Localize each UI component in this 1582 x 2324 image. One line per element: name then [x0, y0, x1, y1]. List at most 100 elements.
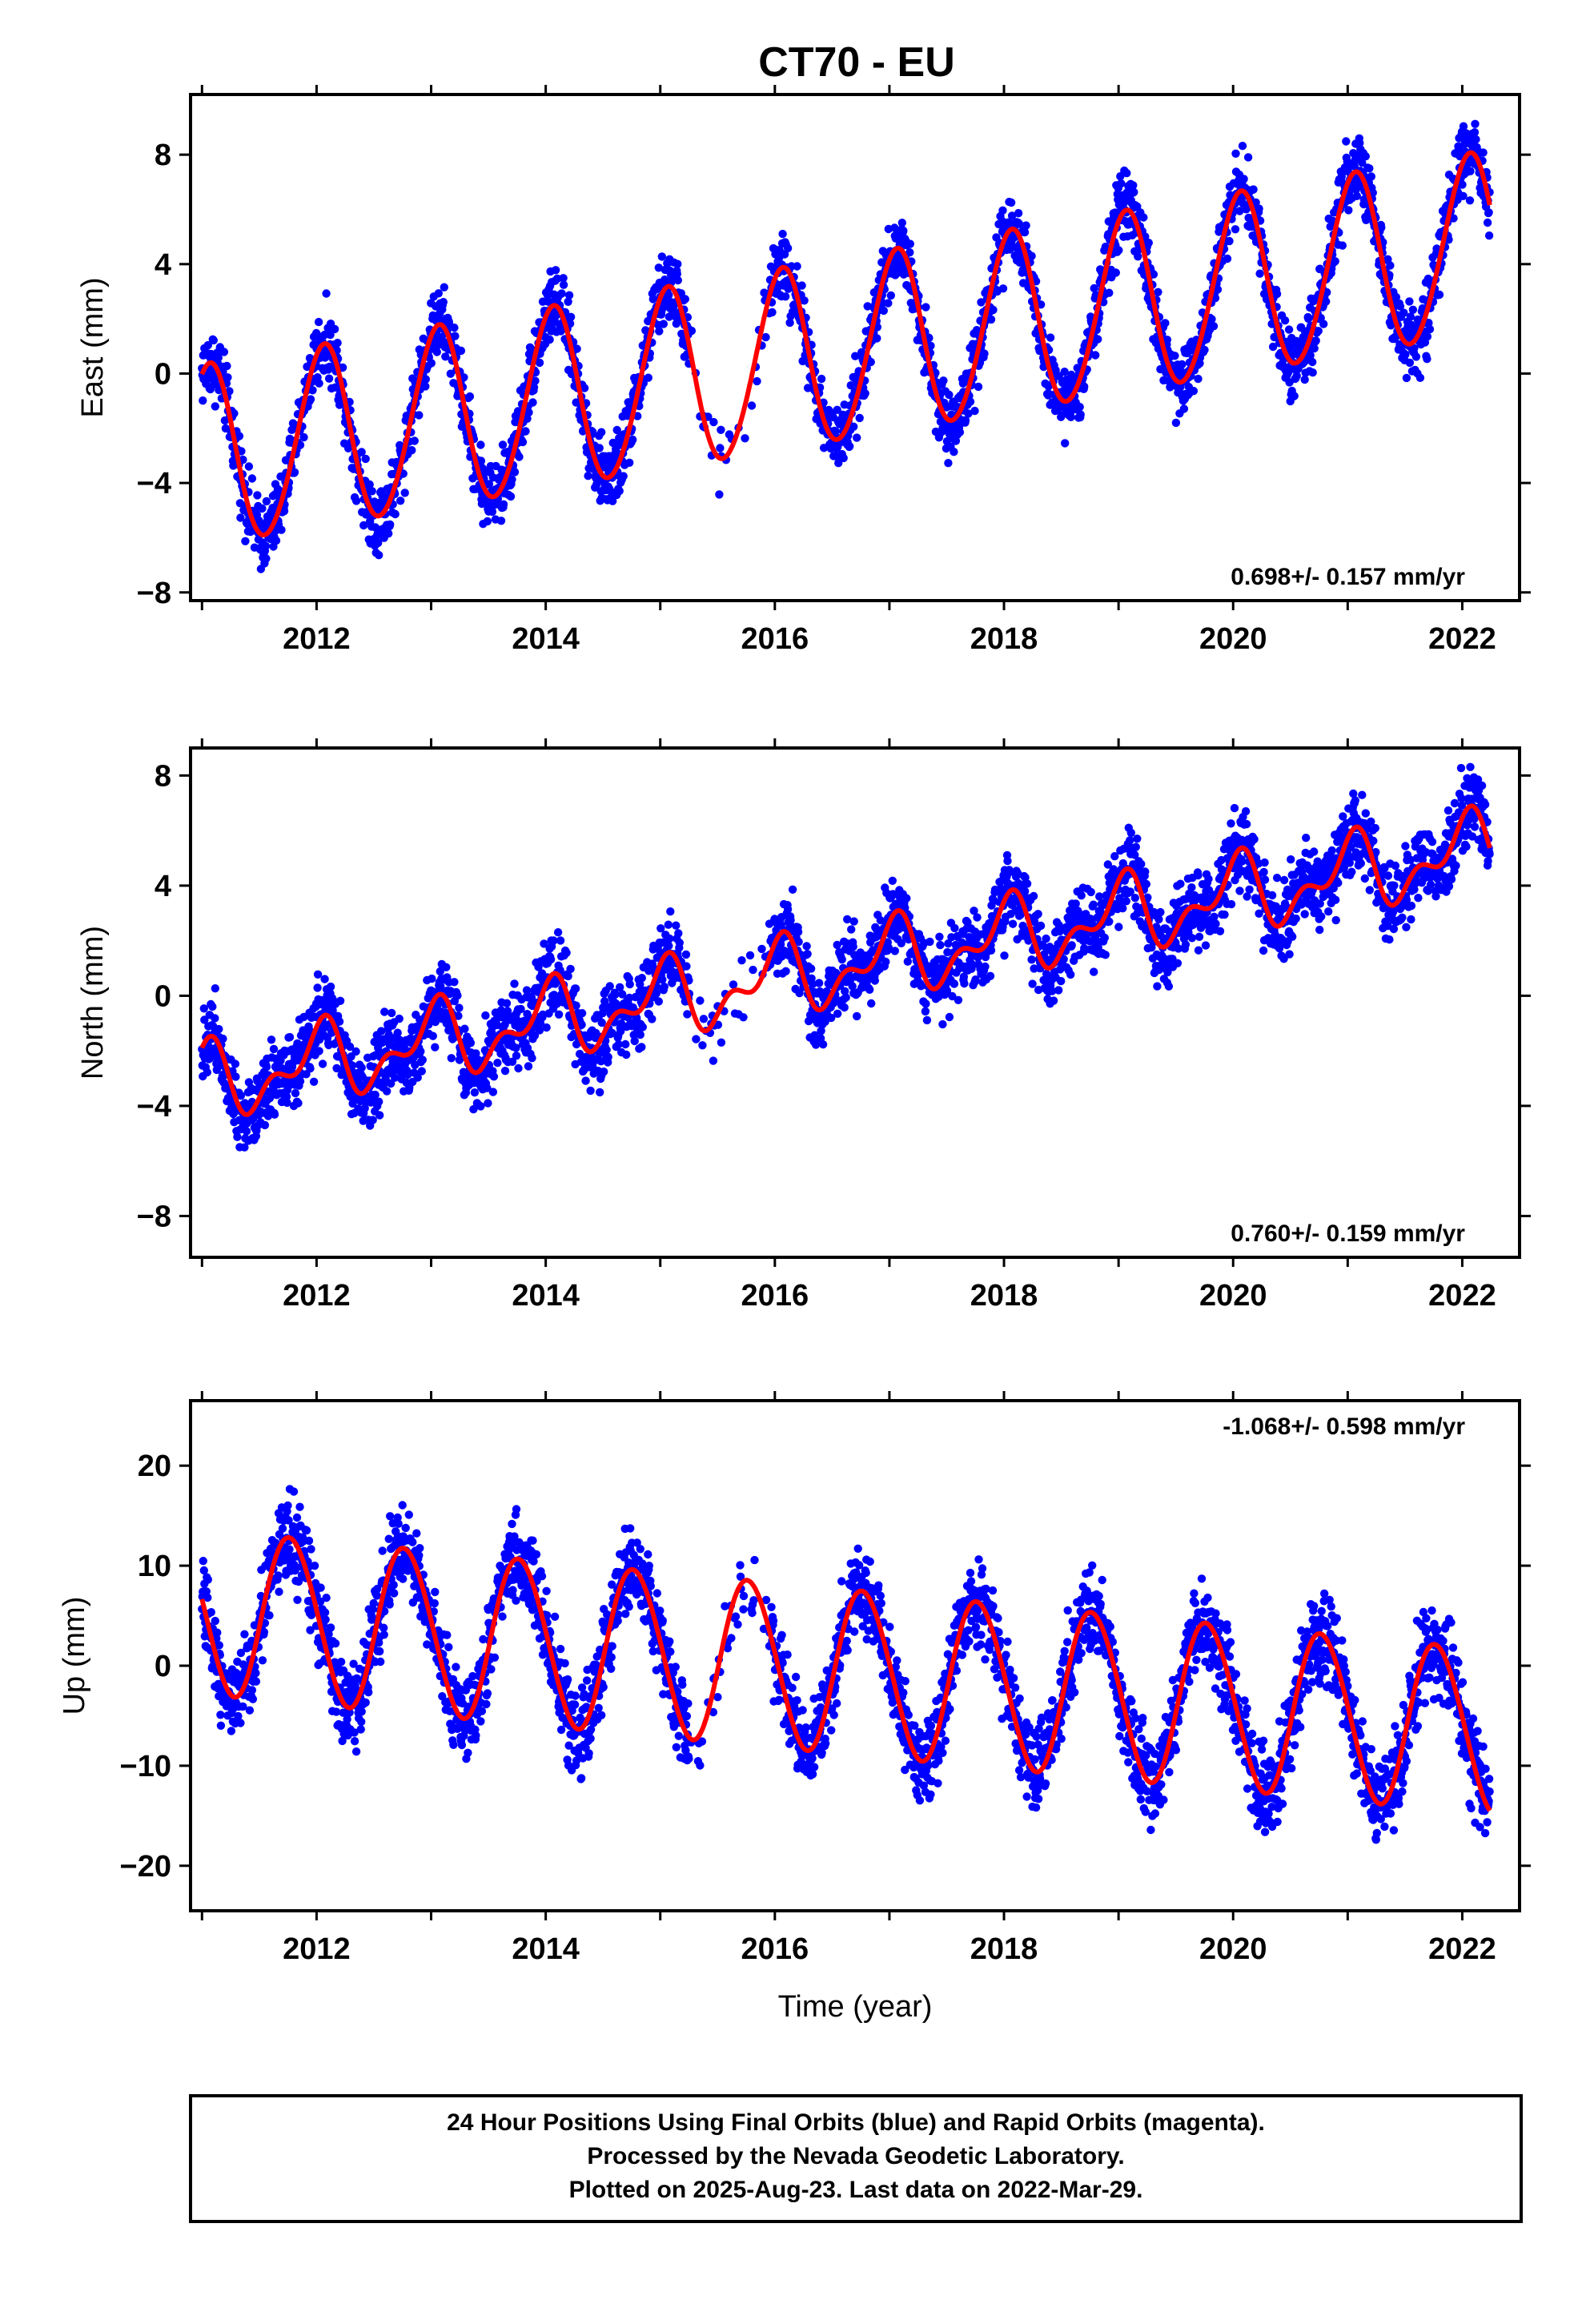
- data-point: [612, 425, 621, 435]
- data-point: [450, 978, 459, 987]
- data-point: [1178, 360, 1186, 369]
- data-point: [665, 291, 673, 300]
- data-point: [1361, 152, 1371, 161]
- x-tick-label: 2020: [1199, 622, 1267, 656]
- data-point: [1423, 332, 1432, 341]
- data-point: [1013, 869, 1022, 878]
- data-point: [460, 1024, 469, 1033]
- data-point: [556, 936, 565, 945]
- data-point: [282, 1092, 291, 1101]
- data-point: [1170, 352, 1179, 360]
- data-point: [315, 1047, 323, 1055]
- data-point: [867, 999, 876, 1008]
- data-point: [415, 411, 424, 420]
- data-point: [214, 353, 223, 362]
- data-point: [233, 1132, 242, 1141]
- data-point: [279, 507, 289, 516]
- data-point: [566, 312, 576, 321]
- data-point: [1014, 209, 1023, 218]
- data-point: [393, 1028, 402, 1037]
- data-point: [496, 517, 506, 525]
- data-point: [223, 373, 232, 382]
- data-point: [584, 472, 592, 480]
- data-point: [945, 1012, 954, 1022]
- data-point: [1399, 308, 1408, 317]
- data-point: [865, 985, 874, 995]
- data-point: [498, 440, 508, 449]
- data-point: [1060, 368, 1069, 376]
- data-point: [351, 497, 361, 505]
- data-point: [518, 437, 528, 447]
- data-point: [211, 402, 219, 411]
- data-point: [215, 1024, 223, 1034]
- data-point: [808, 979, 817, 989]
- data-point: [383, 1087, 391, 1096]
- data-point: [926, 937, 934, 947]
- data-point: [950, 923, 959, 933]
- data-point: [1308, 368, 1317, 377]
- data-point: [664, 920, 673, 929]
- data-point: [1415, 373, 1425, 382]
- data-point: [648, 295, 657, 304]
- data-point: [654, 997, 663, 1006]
- data-point: [528, 398, 537, 407]
- data-point: [600, 997, 609, 1006]
- data-point: [269, 1044, 279, 1054]
- data-point: [413, 1073, 422, 1082]
- data-point: [851, 352, 860, 360]
- data-point: [1114, 246, 1123, 255]
- data-point: [1255, 204, 1263, 213]
- data-point: [1284, 325, 1294, 334]
- data-point: [1238, 142, 1247, 151]
- data-point: [1061, 439, 1070, 448]
- data-point: [295, 440, 305, 449]
- data-point: [939, 376, 948, 385]
- data-point: [476, 456, 486, 465]
- data-point: [391, 1073, 400, 1082]
- data-point: [713, 1020, 723, 1029]
- data-point: [981, 962, 990, 971]
- data-point: [1386, 261, 1395, 270]
- data-point: [656, 924, 665, 933]
- data-point: [447, 1054, 456, 1063]
- data-point: [980, 349, 989, 358]
- data-point: [841, 987, 849, 996]
- data-point: [1213, 285, 1223, 294]
- data-point: [648, 1015, 656, 1023]
- data-point: [365, 480, 374, 489]
- data-point: [917, 982, 926, 991]
- data-point: [1314, 327, 1323, 336]
- data-point: [1423, 355, 1431, 364]
- data-point: [644, 373, 652, 382]
- data-point: [683, 1010, 692, 1019]
- data-point: [549, 936, 558, 945]
- data-point: [428, 1031, 437, 1040]
- data-point: [400, 489, 409, 497]
- data-point: [817, 1027, 825, 1035]
- data-point: [757, 944, 766, 954]
- data-point: [674, 929, 683, 938]
- data-point: [208, 1002, 217, 1011]
- data-point: [529, 383, 539, 392]
- data-point: [637, 1043, 646, 1051]
- data-point: [615, 486, 624, 496]
- data-point: [1161, 319, 1170, 328]
- data-point: [636, 1030, 644, 1039]
- data-point: [516, 1004, 525, 1014]
- data-point: [1154, 287, 1162, 296]
- data-point: [1144, 239, 1154, 247]
- data-point: [936, 940, 945, 950]
- data-point: [1424, 319, 1433, 328]
- data-point: [604, 1052, 612, 1062]
- data-point: [499, 500, 508, 509]
- data-point: [905, 239, 915, 248]
- data-point: [841, 993, 850, 1002]
- data-point: [1280, 316, 1290, 325]
- data-point: [655, 327, 664, 336]
- data-point: [1179, 404, 1189, 413]
- data-point: [884, 299, 893, 308]
- data-point: [1391, 292, 1401, 302]
- data-point: [785, 318, 794, 328]
- data-point: [347, 1061, 357, 1070]
